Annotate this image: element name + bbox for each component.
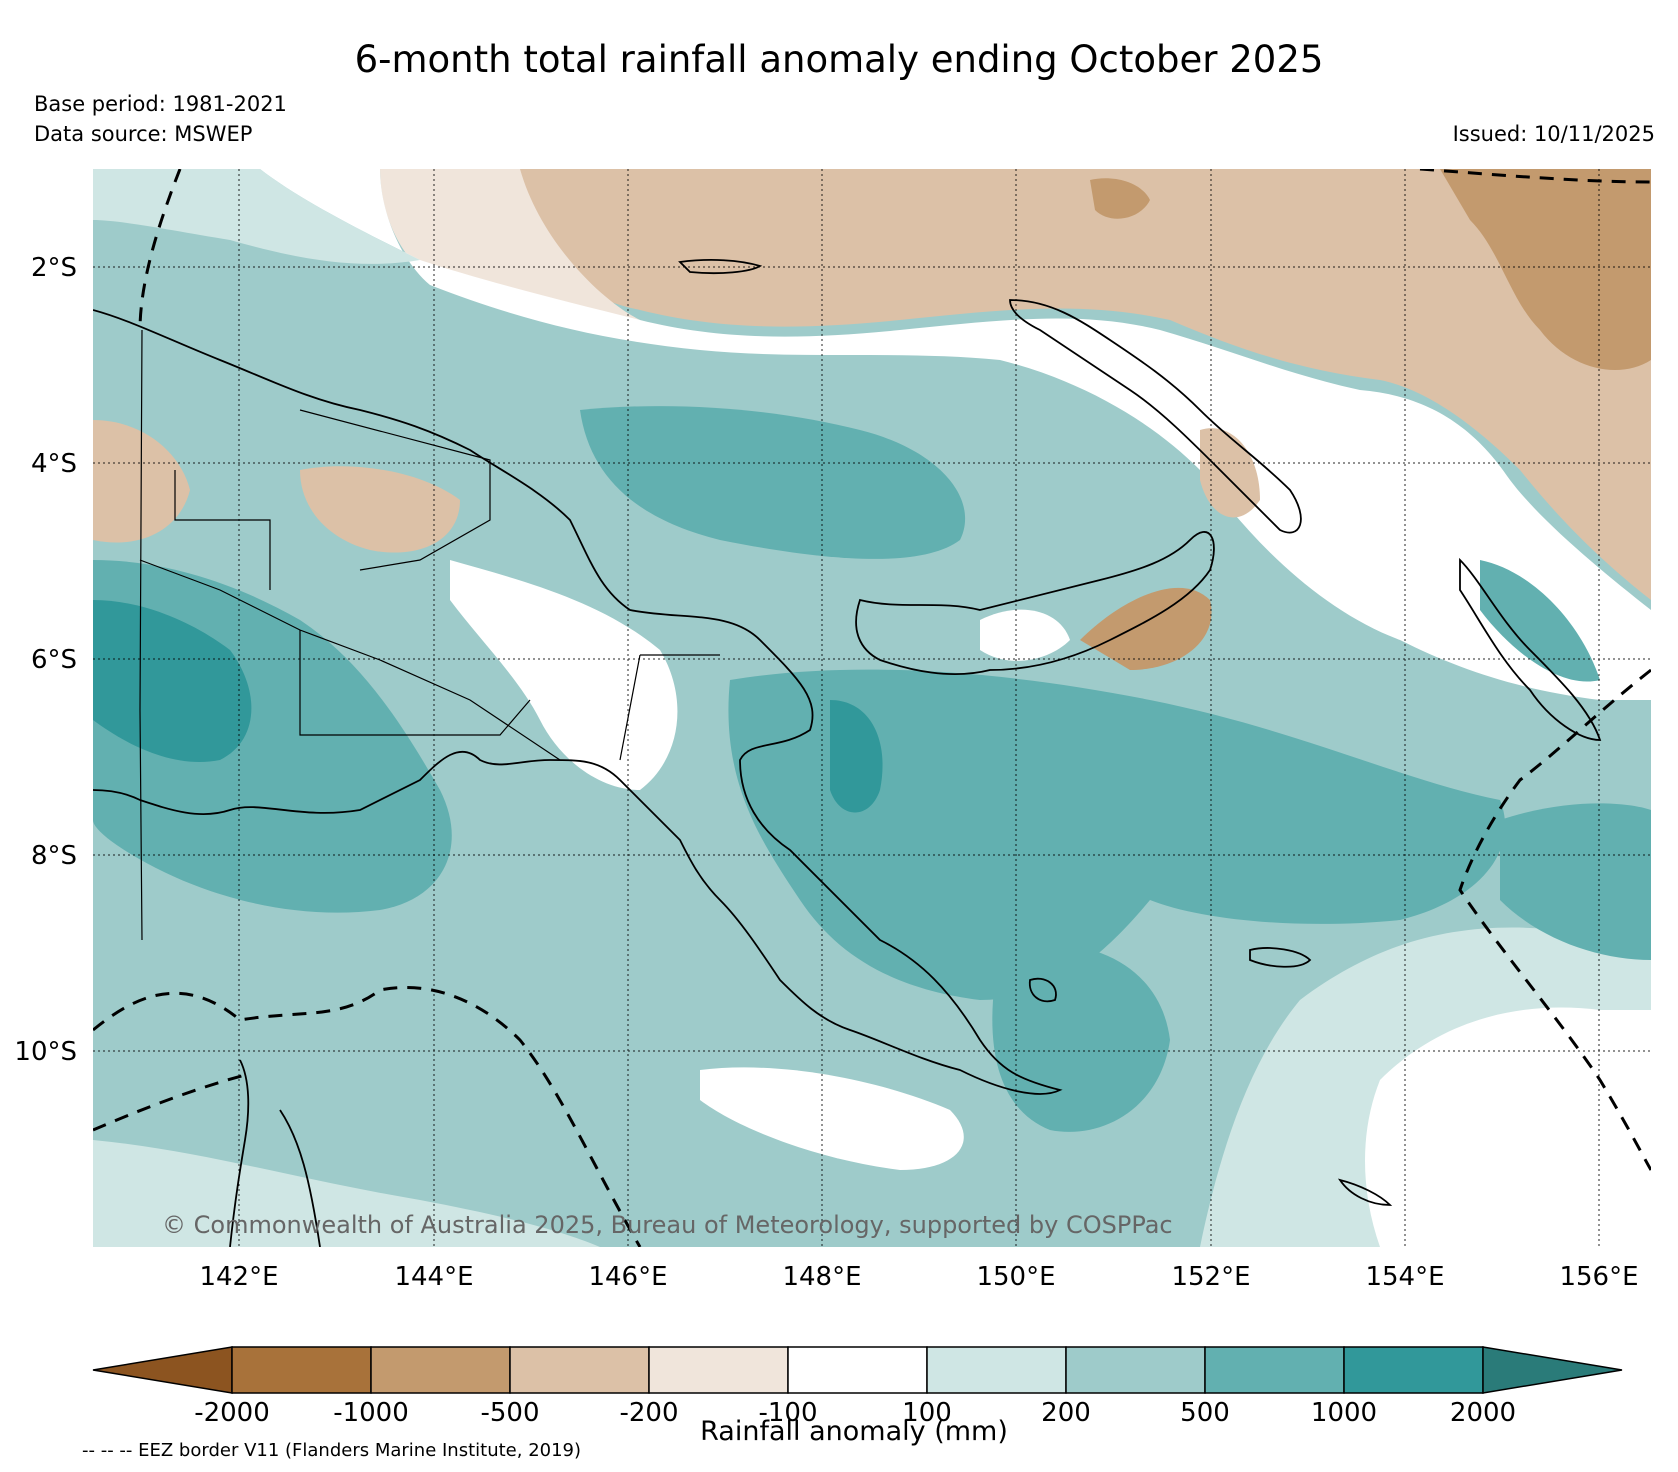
lon-label-142e: 142°E [199,1262,278,1292]
colorbar-labels: -2000 -1000 -500 -200 -100 100 200 500 1000 2000 [194,1398,1516,1428]
neutral-band [260,169,1651,700]
lon-label-146e: 146°E [588,1262,667,1292]
colorbar-title: Rainfall anomaly (mm) [700,1416,1008,1447]
dry-region-png-highlands [1080,587,1212,670]
cape-york [229,1059,321,1247]
lat-label-6s: 6°S [31,645,77,675]
colorbar-extend-low [92,1346,233,1394]
province-border-3 [299,630,531,736]
colorbar-segment [926,1346,1067,1394]
longitude-labels: 142°E 144°E 146°E 148°E 150°E 152°E 154°… [199,1262,1638,1292]
wet-region-central [580,406,966,559]
rainfall-map [93,169,1651,1247]
colorbar-segment [1065,1346,1206,1394]
eez-west [138,169,182,331]
neutral-southeast [1365,1007,1651,1247]
colorbar-tick-label: 1000 [1311,1398,1377,1428]
colorbar-tick-label: 2000 [1450,1398,1516,1428]
fergusson-island [1028,977,1057,1003]
png-indonesia-border [139,329,143,941]
neutral-south [700,1067,964,1170]
dry-region-north [520,169,1651,600]
lat-label-4s: 4°S [31,449,77,479]
coastlines [93,259,1602,1247]
map-title: 6-month total rainfall anomaly ending Oc… [354,38,1324,81]
colorbar-segment [509,1346,650,1394]
lon-label-154e: 154°E [1365,1262,1444,1292]
lon-label-148e: 148°E [782,1262,861,1292]
eez-southwest [93,985,642,1247]
manus-coastline [678,259,763,275]
wet-region-bougainville [1480,560,1600,682]
colorbar-tick-label: -1000 [333,1398,409,1428]
new-guinea-coastline [93,309,1063,1095]
bougainville-coastline [1459,557,1602,741]
colorbar-tick-label: -500 [480,1398,539,1428]
dry-region-light [380,169,640,320]
lat-label-10s: 10°S [14,1037,77,1067]
wet-region-milne-bay [992,944,1170,1132]
colorbar-tick-label: -200 [619,1398,678,1428]
wet-region-gulf-dark [830,700,883,813]
new-ireland-coastline [1009,299,1302,534]
louisiade-islands [1249,947,1393,1206]
colorbar-extend-high [1482,1346,1623,1394]
colorbar-segment [1343,1346,1484,1394]
colorbar [92,1346,1623,1394]
dry-region-darker-2 [1090,178,1150,219]
colorbar-segment [648,1346,789,1394]
colorbar-tick-label: 200 [1041,1398,1091,1428]
issued-date: Issued: 10/11/2025 [1452,122,1655,146]
province-border-1 [299,409,491,571]
dry-highlands [300,466,460,553]
data-source: Data source: MSWEP [34,122,253,146]
lon-label-150e: 150°E [976,1262,1055,1292]
dry-region-darker [1440,169,1651,370]
latitude-labels: 2°S 4°S 6°S 8°S 10°S [14,253,77,1067]
lat-label-8s: 8°S [31,841,77,871]
wet-region-west-dark [93,600,252,762]
lat-label-2s: 2°S [31,253,77,283]
colorbar-tick-label: -100 [758,1398,817,1428]
lon-label-156e: 156°E [1559,1262,1638,1292]
base-period: Base period: 1981-2021 [34,92,287,116]
new-britain-coastline [855,531,1215,676]
wet-region-south-light [93,1140,600,1247]
borders [139,329,720,941]
province-border-4 [619,654,720,761]
colorbar-segment [231,1346,372,1394]
wet-region-light [93,169,420,264]
neutral-new-britain [980,609,1070,661]
eez-northeast [1419,169,1651,184]
neutral-highlands [450,560,678,790]
wet-region-east [1500,803,1651,960]
colorbar-segment [370,1346,511,1394]
lon-label-152e: 152°E [1171,1262,1250,1292]
colorbar-tick-label: 100 [902,1398,952,1428]
colorbar-segment [787,1346,928,1394]
lon-label-144e: 144°E [394,1262,473,1292]
colorbar-segment [1204,1346,1345,1394]
eez-note: -- -- -- EEZ border V11 (Flanders Marine… [82,1440,582,1461]
eez-border [93,169,1651,1247]
copyright-watermark: © Commonwealth of Australia 2025, Bureau… [162,1211,1173,1239]
eez-east [1458,668,1651,1171]
province-border-2 [174,470,271,590]
colorbar-tick-label: 500 [1180,1398,1230,1428]
province-border-5 [139,559,561,761]
colorbar-tick-label: -2000 [194,1398,270,1428]
eez-west-2 [93,1073,246,1132]
wet-region-gulf [728,669,1506,1000]
